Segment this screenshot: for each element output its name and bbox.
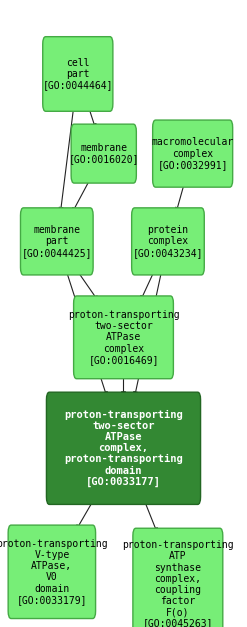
Text: proton-transporting
two-sector
ATPase
complex
[GO:0016469]: proton-transporting two-sector ATPase co… (68, 310, 179, 365)
Text: proton-transporting
ATP
synthase
complex,
coupling
factor
F(o)
[GO:0045263]: proton-transporting ATP synthase complex… (122, 540, 234, 627)
Text: macromolecular
complex
[GO:0032991]: macromolecular complex [GO:0032991] (152, 137, 234, 170)
FancyBboxPatch shape (21, 208, 93, 275)
FancyBboxPatch shape (46, 393, 201, 504)
FancyBboxPatch shape (132, 208, 204, 275)
Text: membrane
part
[GO:0044425]: membrane part [GO:0044425] (21, 225, 92, 258)
FancyBboxPatch shape (153, 120, 233, 187)
FancyBboxPatch shape (43, 36, 113, 112)
Text: protein
complex
[GO:0043234]: protein complex [GO:0043234] (133, 225, 203, 258)
FancyBboxPatch shape (71, 124, 136, 183)
Text: proton-transporting
two-sector
ATPase
complex,
proton-transporting
domain
[GO:00: proton-transporting two-sector ATPase co… (64, 409, 183, 487)
FancyBboxPatch shape (74, 296, 173, 379)
FancyBboxPatch shape (133, 528, 223, 627)
FancyBboxPatch shape (8, 525, 96, 618)
Text: cell
part
[GO:0044464]: cell part [GO:0044464] (42, 58, 113, 90)
Text: membrane
[GO:0016020]: membrane [GO:0016020] (68, 143, 139, 164)
Text: proton-transporting
V-type
ATPase,
V0
domain
[GO:0033179]: proton-transporting V-type ATPase, V0 do… (0, 539, 108, 605)
